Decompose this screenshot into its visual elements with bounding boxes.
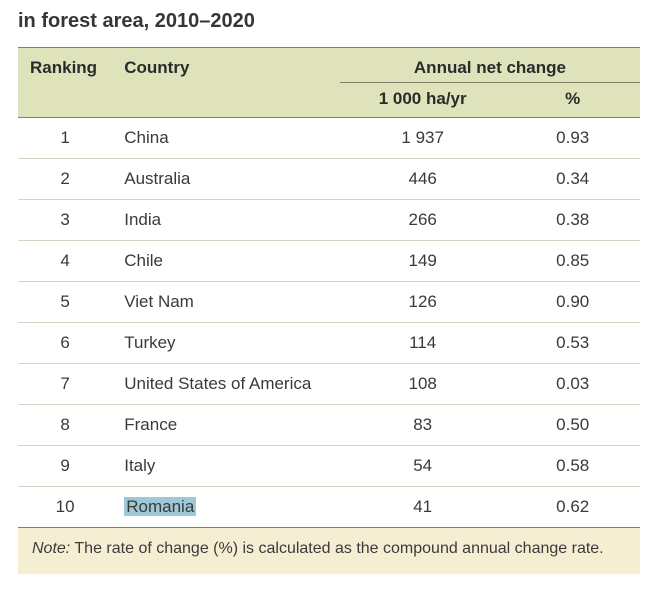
cell-country: Australia bbox=[112, 159, 340, 200]
col-country-spacer bbox=[112, 83, 340, 118]
col-ranking-spacer bbox=[18, 83, 112, 118]
col-percent: % bbox=[505, 83, 640, 118]
note-label: Note: bbox=[32, 540, 70, 557]
col-country: Country bbox=[112, 48, 340, 83]
cell-pct: 0.85 bbox=[505, 241, 640, 282]
cell-rank: 2 bbox=[18, 159, 112, 200]
table-row: 7United States of America1080.03 bbox=[18, 364, 640, 405]
cell-ha: 126 bbox=[340, 282, 506, 323]
cell-pct: 0.03 bbox=[505, 364, 640, 405]
cell-rank: 3 bbox=[18, 200, 112, 241]
table-note: Note: The rate of change (%) is calculat… bbox=[18, 528, 640, 574]
cell-rank: 1 bbox=[18, 118, 112, 159]
cell-pct: 0.93 bbox=[505, 118, 640, 159]
cell-country: Chile bbox=[112, 241, 340, 282]
cell-pct: 0.34 bbox=[505, 159, 640, 200]
cell-ha: 41 bbox=[340, 487, 506, 528]
table-row: 2Australia4460.34 bbox=[18, 159, 640, 200]
cell-ha: 83 bbox=[340, 405, 506, 446]
cell-ha: 54 bbox=[340, 446, 506, 487]
note-text: The rate of change (%) is calculated as … bbox=[70, 540, 603, 557]
cell-country: Turkey bbox=[112, 323, 340, 364]
table-row: 6Turkey1140.53 bbox=[18, 323, 640, 364]
cell-pct: 0.38 bbox=[505, 200, 640, 241]
table-row: 1China1 9370.93 bbox=[18, 118, 640, 159]
cell-ha: 114 bbox=[340, 323, 506, 364]
page-title: in forest area, 2010–2020 bbox=[18, 10, 640, 33]
cell-pct: 0.90 bbox=[505, 282, 640, 323]
cell-rank: 9 bbox=[18, 446, 112, 487]
highlighted-text: Romania bbox=[124, 497, 196, 516]
cell-rank: 8 bbox=[18, 405, 112, 446]
cell-ha: 108 bbox=[340, 364, 506, 405]
cell-pct: 0.62 bbox=[505, 487, 640, 528]
cell-rank: 7 bbox=[18, 364, 112, 405]
table-row: 8France830.50 bbox=[18, 405, 640, 446]
forest-area-table: Ranking Country Annual net change 1 000 … bbox=[18, 47, 640, 528]
col-annual-net-change: Annual net change bbox=[340, 48, 640, 83]
cell-ha: 1 937 bbox=[340, 118, 506, 159]
cell-country: France bbox=[112, 405, 340, 446]
col-ranking: Ranking bbox=[18, 48, 112, 83]
cell-ha: 446 bbox=[340, 159, 506, 200]
cell-country: Viet Nam bbox=[112, 282, 340, 323]
cell-ha: 266 bbox=[340, 200, 506, 241]
col-ha-per-year: 1 000 ha/yr bbox=[340, 83, 506, 118]
cell-country: India bbox=[112, 200, 340, 241]
cell-country: Italy bbox=[112, 446, 340, 487]
cell-pct: 0.53 bbox=[505, 323, 640, 364]
cell-rank: 6 bbox=[18, 323, 112, 364]
cell-ha: 149 bbox=[340, 241, 506, 282]
cell-country: China bbox=[112, 118, 340, 159]
table-row: 9Italy540.58 bbox=[18, 446, 640, 487]
cell-rank: 5 bbox=[18, 282, 112, 323]
cell-rank: 10 bbox=[18, 487, 112, 528]
cell-pct: 0.50 bbox=[505, 405, 640, 446]
table-row: 4Chile1490.85 bbox=[18, 241, 640, 282]
cell-country: United States of America bbox=[112, 364, 340, 405]
cell-pct: 0.58 bbox=[505, 446, 640, 487]
cell-rank: 4 bbox=[18, 241, 112, 282]
table-row: 3India2660.38 bbox=[18, 200, 640, 241]
table-row: 10 Romania 410.62 bbox=[18, 487, 640, 528]
table-row: 5Viet Nam1260.90 bbox=[18, 282, 640, 323]
cell-country: Romania bbox=[112, 487, 340, 528]
